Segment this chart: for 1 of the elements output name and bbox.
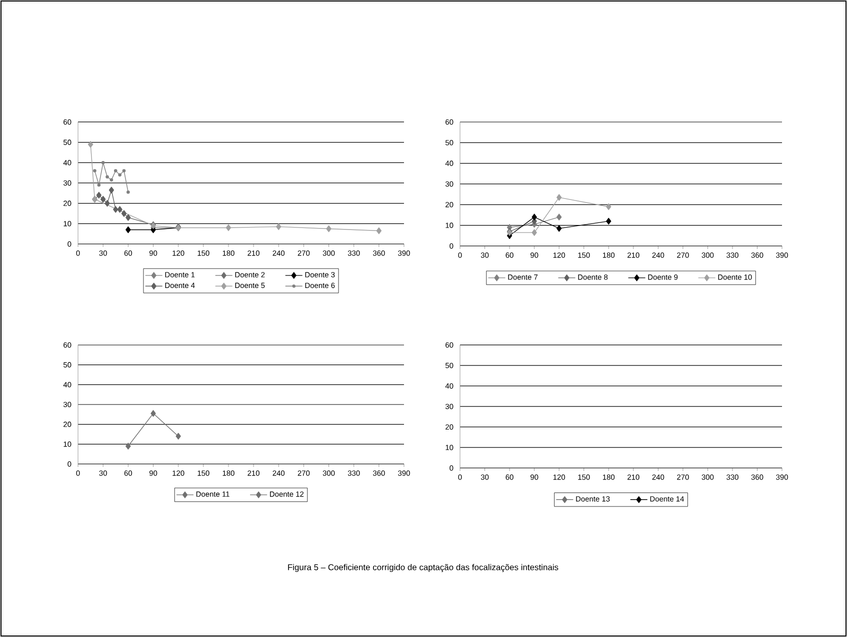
text: Figura 5 – Coeficiente corrigido de captação das focalizações intestinais <box>288 564 558 572</box>
